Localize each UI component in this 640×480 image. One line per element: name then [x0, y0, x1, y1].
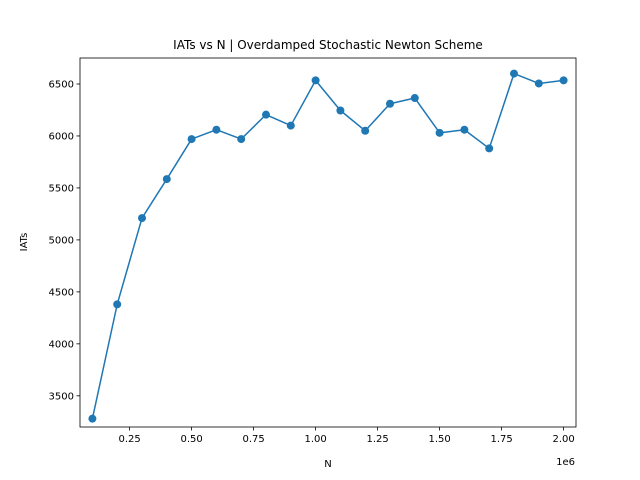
data-point [286, 121, 295, 130]
plot-frame [79, 57, 577, 428]
y-tick-label: 5500 [49, 183, 74, 194]
data-point [187, 135, 196, 144]
y-tick-label: 5000 [49, 235, 74, 246]
data-point [386, 99, 394, 108]
plot-area [88, 69, 568, 423]
data-point [88, 414, 97, 423]
x-tick-label: 0.25 [118, 434, 140, 445]
x-axis-offset-label: 1e6 [556, 457, 575, 468]
x-tick-label: 1.50 [428, 434, 450, 445]
y-tick-label: 4000 [49, 339, 74, 350]
x-axis-label: N [324, 459, 331, 470]
data-point [138, 214, 146, 223]
data-point [162, 175, 171, 184]
x-tick-label: 1.75 [490, 434, 512, 445]
data-point [311, 76, 320, 85]
chart-title: IATs vs N | Overdamped Stochastic Newton… [173, 38, 483, 52]
data-point [534, 79, 543, 88]
x-tick-label: 2.00 [552, 434, 574, 445]
y-tick-label: 6500 [49, 79, 74, 90]
y-tick-label: 3500 [49, 391, 74, 402]
data-point [336, 106, 345, 115]
data-point [237, 135, 246, 144]
data-point [559, 76, 568, 85]
x-tick-label: 0.75 [242, 434, 264, 445]
x-tick-label: 0.50 [180, 434, 202, 445]
data-point [262, 110, 270, 119]
data-point [361, 126, 370, 135]
x-axis: 0.25 0.50 0.75 1.00 1.25 1.50 1.75 2.00 [118, 427, 575, 445]
data-point [435, 128, 444, 137]
y-tick-label: 4500 [49, 287, 74, 298]
data-point [510, 69, 518, 78]
data-point [212, 125, 221, 134]
y-axis-label: IATs [19, 233, 30, 252]
data-point [485, 144, 494, 153]
y-axis: 3500 4000 4500 5000 5500 6000 6500 [49, 79, 80, 402]
x-tick-label: 1.00 [304, 434, 326, 445]
y-tick-label: 6000 [49, 131, 74, 142]
x-tick-label: 1.25 [366, 434, 388, 445]
data-point [113, 300, 122, 309]
series-line [91, 72, 564, 419]
data-point [410, 94, 419, 103]
data-point [460, 125, 469, 134]
